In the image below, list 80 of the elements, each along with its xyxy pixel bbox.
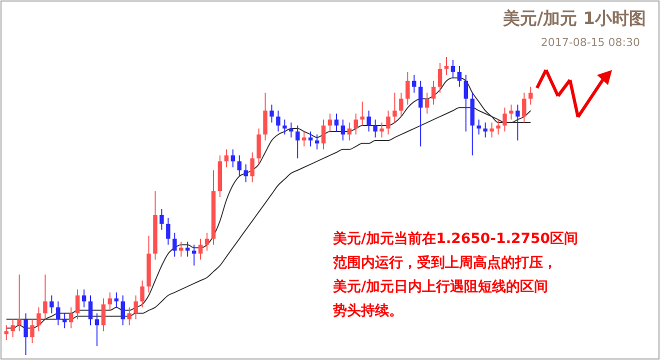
candlestick <box>476 119 481 135</box>
text: 2017-08-15 08:30 <box>540 36 640 49</box>
candlestick <box>424 92 430 114</box>
candlestick <box>256 128 261 165</box>
candlestick <box>172 232 177 258</box>
candlestick <box>94 312 100 347</box>
candlestick <box>289 122 294 138</box>
candlestick <box>334 113 339 132</box>
candlestick <box>438 62 442 94</box>
candlestick <box>75 288 80 320</box>
candlestick <box>431 80 436 106</box>
candlestick <box>406 71 410 106</box>
candlestick <box>108 292 112 311</box>
candlestick <box>270 104 274 124</box>
candlestick <box>496 119 500 135</box>
candlestick <box>17 274 22 332</box>
candlestick <box>50 294 54 314</box>
candlestick <box>185 241 190 258</box>
candlestick <box>444 56 449 76</box>
candlestick <box>56 300 60 326</box>
candlestick <box>127 306 132 326</box>
candlestick <box>134 294 138 320</box>
candlestick <box>244 164 248 183</box>
candlestick <box>450 59 456 78</box>
candlestick <box>328 113 332 132</box>
candlestick <box>347 122 352 141</box>
candlestick <box>82 288 86 308</box>
candlestick <box>179 241 184 258</box>
candlestick <box>418 80 423 147</box>
candlestick <box>502 107 507 132</box>
candlestick <box>4 324 8 341</box>
candlestick <box>140 280 144 308</box>
candlestick <box>276 110 280 132</box>
candlestick <box>308 131 313 147</box>
candlestick <box>62 312 67 329</box>
candlestick <box>282 119 287 135</box>
candlestick <box>166 217 170 246</box>
candlestick <box>120 294 125 326</box>
candlestick <box>509 104 514 120</box>
candlestick <box>314 134 320 150</box>
candlestick <box>250 152 254 183</box>
candlestick <box>399 92 404 118</box>
candlestick <box>114 292 119 308</box>
candlestick <box>36 306 41 332</box>
candlestick <box>160 208 164 230</box>
candlestick <box>101 298 106 332</box>
annotation: 范围内运行，受到上周高点的打压， <box>332 254 557 271</box>
annotation: 势头持续。 <box>332 303 403 319</box>
candlestick <box>263 92 268 141</box>
candlestick <box>296 125 300 159</box>
candlestick <box>483 122 488 138</box>
candlestick <box>43 274 48 320</box>
candlestick <box>490 122 494 138</box>
candlestick <box>464 74 468 132</box>
candlestick <box>340 119 346 141</box>
annotation: 美元/加元当前在1.2650-1.2750区间 <box>332 230 578 247</box>
candlestick <box>366 110 371 132</box>
candlestick <box>457 65 462 88</box>
candlestick <box>198 238 203 260</box>
candlestick <box>354 113 358 135</box>
candlestick <box>230 148 236 168</box>
candlestick <box>302 131 306 147</box>
candlestick <box>522 92 526 124</box>
candlestick <box>412 74 416 94</box>
candlestick <box>360 101 364 126</box>
annotation: 美元/加元日内上行遇阻短线的区间 <box>332 278 548 295</box>
candlestick <box>88 294 93 326</box>
candlestick <box>516 104 520 141</box>
candlestick <box>386 110 390 135</box>
text: 美元/加元 1小时图 <box>502 9 646 29</box>
candlestick <box>380 122 384 138</box>
candlestick <box>68 306 74 329</box>
candlestick <box>30 318 34 344</box>
candlestick <box>321 119 326 150</box>
candlestick <box>237 154 242 177</box>
candlestick <box>392 92 397 124</box>
candlestick <box>192 244 196 266</box>
candlestick <box>224 148 229 168</box>
candlestick <box>373 119 378 138</box>
candlestick <box>10 318 15 338</box>
